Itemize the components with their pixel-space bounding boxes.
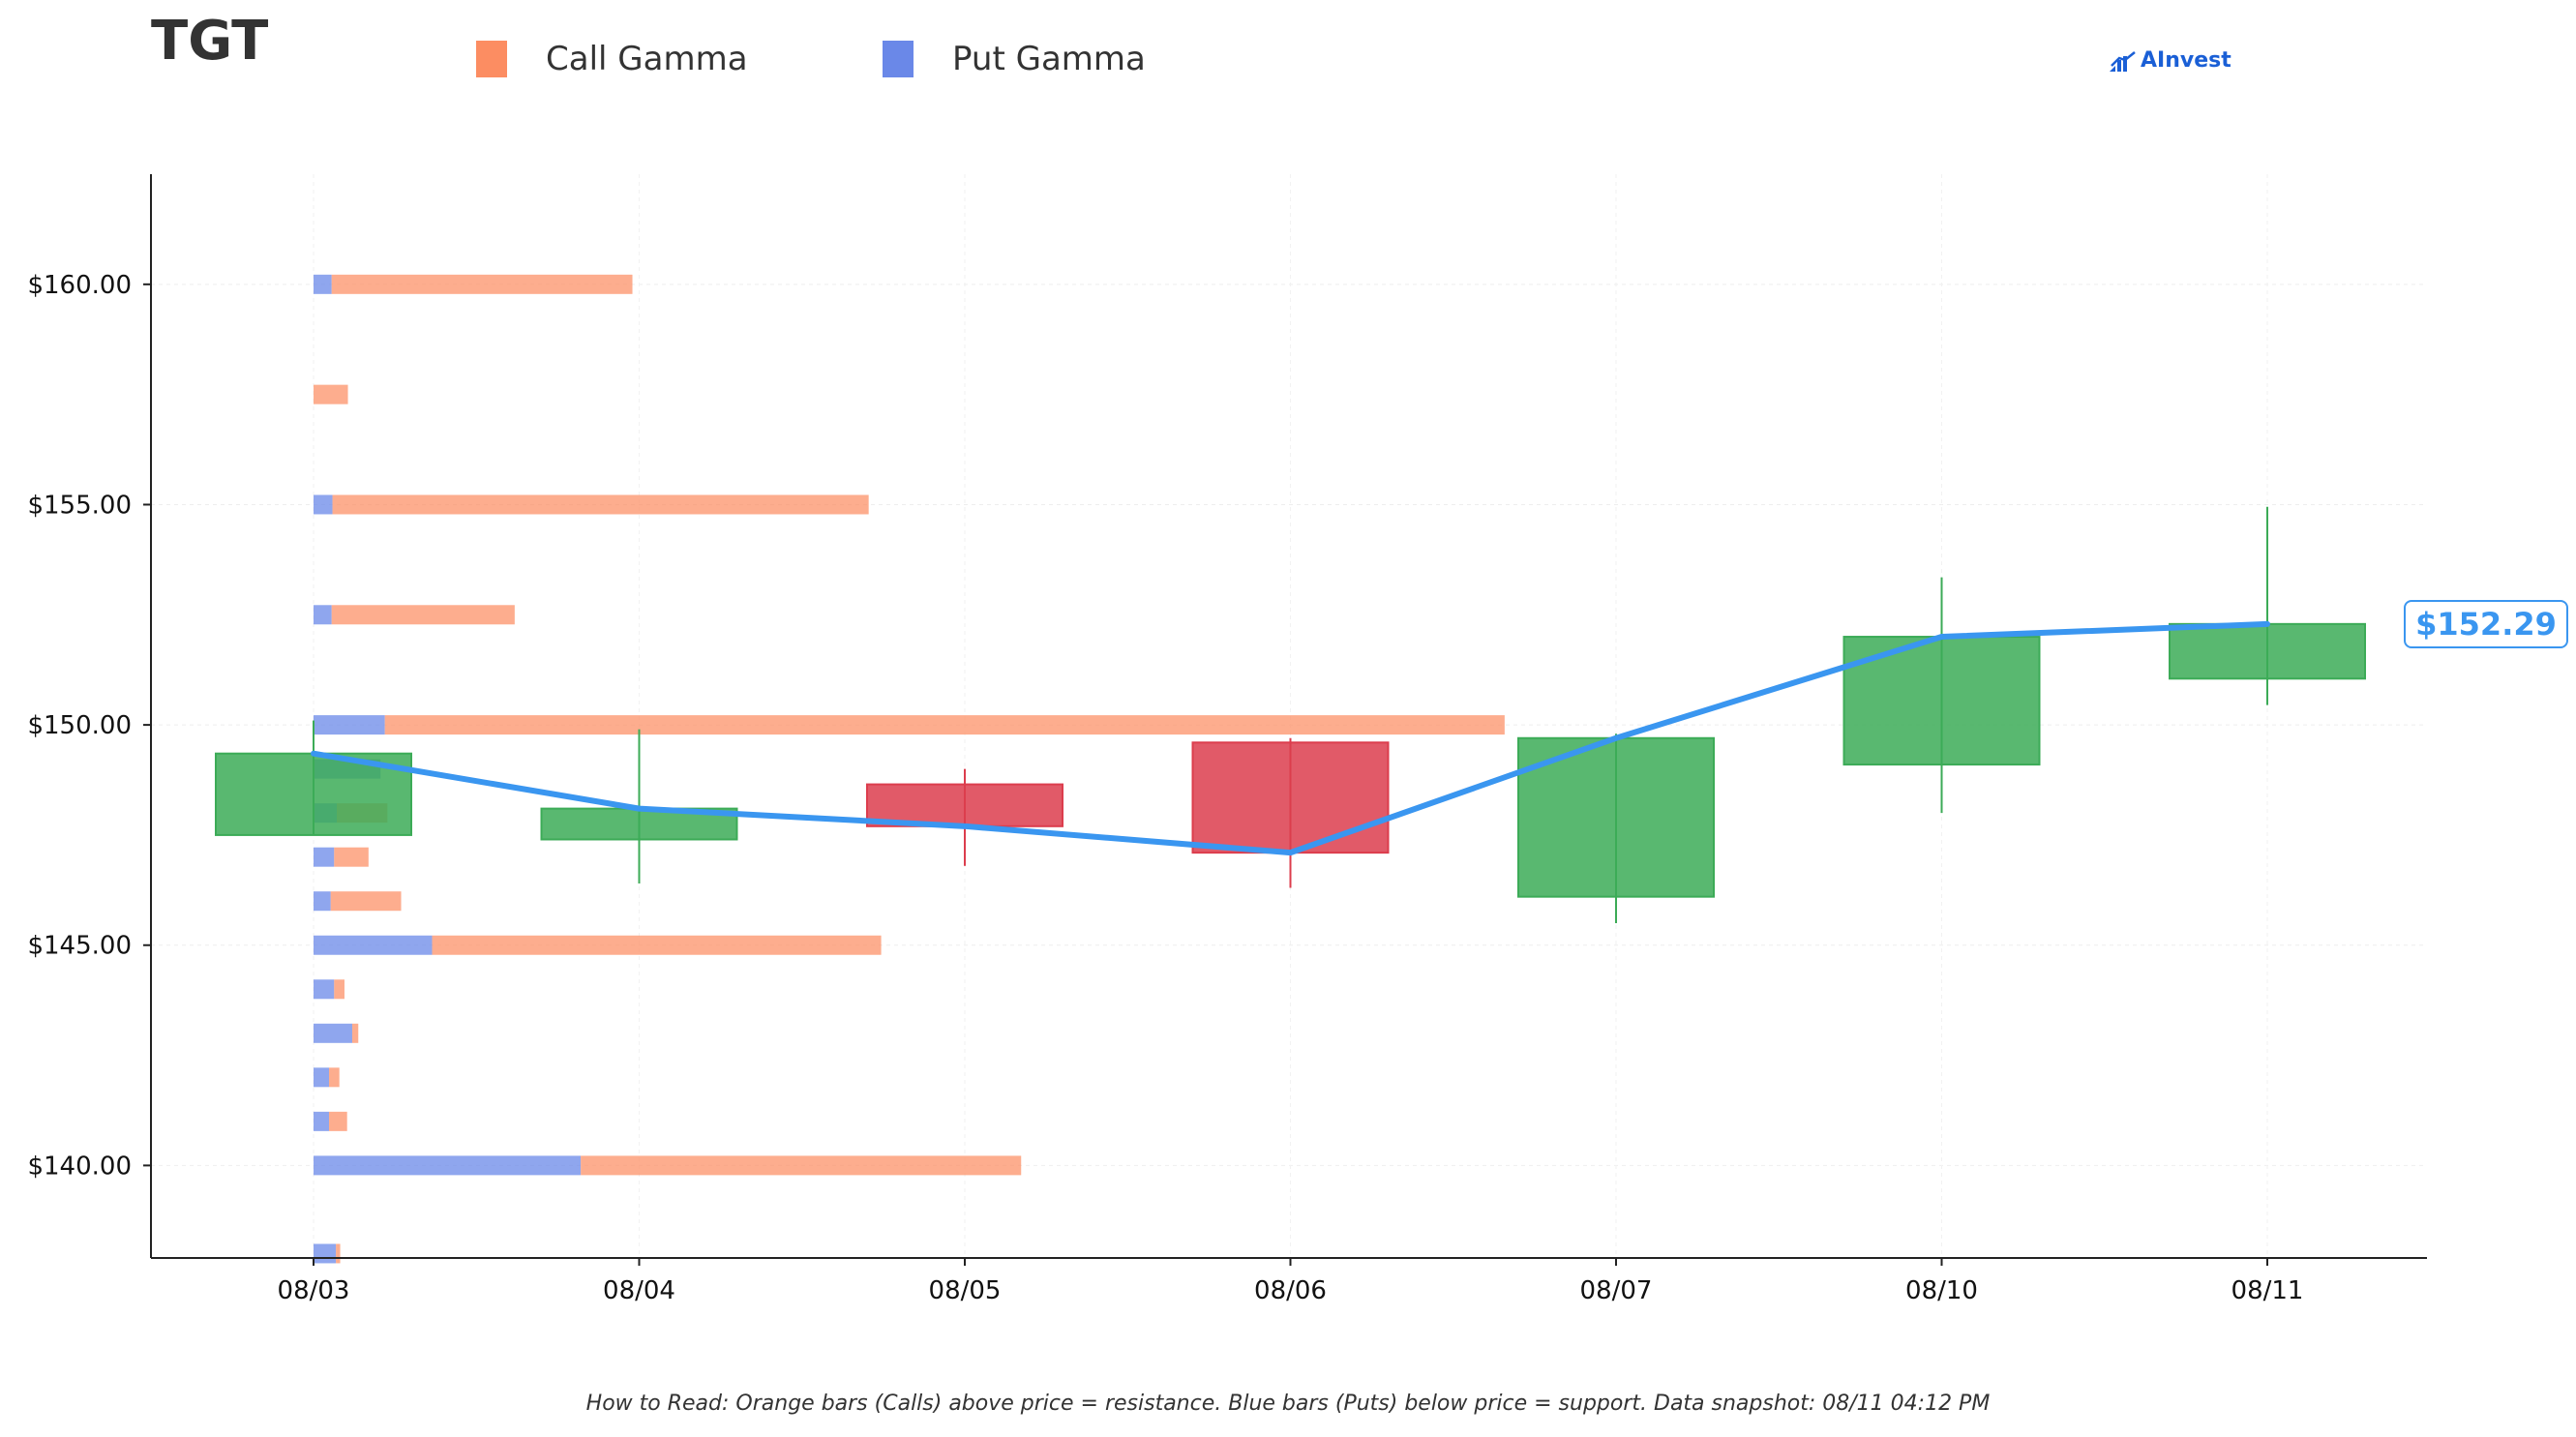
price-line <box>311 620 2270 856</box>
candle-body <box>1517 736 1715 898</box>
footnote: How to Read: Orange bars (Calls) above p… <box>585 1392 1991 1416</box>
brand-logo: AInvest <box>2110 48 2232 73</box>
put-gamma-bar <box>314 891 331 912</box>
x-tick-label: 08/11 <box>2232 1276 2304 1305</box>
put-gamma-bar <box>314 979 335 1000</box>
call-gamma-bar <box>334 847 369 867</box>
brand-chart-icon <box>2110 50 2136 72</box>
call-gamma-bar <box>331 274 633 294</box>
put-gamma-bar <box>314 715 385 735</box>
put-gamma-bar <box>314 1067 329 1088</box>
put-gamma-bar <box>314 1023 352 1043</box>
call-gamma-bar <box>331 605 515 625</box>
legend-item-put-gamma: Put Gamma <box>883 35 1146 83</box>
x-tick-label: 08/10 <box>1905 1276 1978 1305</box>
x-tick-label: 08/06 <box>1254 1276 1327 1305</box>
call-gamma-bar <box>581 1155 1022 1176</box>
x-tick-label: 08/05 <box>929 1276 1002 1305</box>
ticker-title: TGT <box>151 10 269 73</box>
put-gamma-bar <box>314 1155 582 1176</box>
price-line-group <box>311 620 2270 856</box>
y-tick-label: $145.00 <box>27 932 132 961</box>
call-gamma-swatch <box>476 41 507 77</box>
axes: $140.00 $145.00 $150.00 $155.00 $160.00 08/03… <box>27 174 2427 1305</box>
call-gamma-bar <box>336 1243 341 1264</box>
call-gamma-bar <box>328 1111 347 1131</box>
put-gamma-bar <box>314 1111 329 1131</box>
candlesticks <box>215 506 2366 923</box>
call-gamma-bar <box>314 384 348 404</box>
y-tick-label: $160.00 <box>27 271 132 300</box>
y-tick-label: $140.00 <box>27 1152 132 1181</box>
current-price-badge: $152.29 <box>2404 600 2568 648</box>
put-gamma-bar <box>314 1243 337 1264</box>
put-gamma-bar <box>314 935 433 955</box>
x-tick-label: 08/07 <box>1580 1276 1653 1305</box>
put-gamma-swatch <box>883 41 914 77</box>
y-tick-label: $155.00 <box>27 491 132 520</box>
put-gamma-bar <box>314 274 332 294</box>
call-gamma-bar <box>351 1023 359 1043</box>
call-gamma-bar <box>332 494 869 515</box>
y-tick-label: $150.00 <box>27 711 132 740</box>
call-gamma-bar <box>432 935 882 955</box>
x-tick-label: 08/04 <box>603 1276 675 1305</box>
put-gamma-bar <box>314 847 335 867</box>
call-gamma-bar <box>334 979 344 1000</box>
put-gamma-bar <box>314 494 333 515</box>
candle-body <box>2169 622 2366 680</box>
call-gamma-bar <box>330 891 402 912</box>
candle-body <box>1191 741 1390 854</box>
put-gamma-bar <box>314 605 332 625</box>
legend-item-call-gamma: Call Gamma <box>476 35 748 83</box>
legend-label-call-gamma: Call Gamma <box>546 40 748 78</box>
x-tick-label: 08/03 <box>278 1276 350 1305</box>
legend-label-put-gamma: Put Gamma <box>952 40 1146 78</box>
brand-name: AInvest <box>2141 48 2232 73</box>
call-gamma-bar <box>384 715 1505 735</box>
call-gamma-bar <box>328 1067 340 1088</box>
gamma-bars <box>314 274 1505 1264</box>
